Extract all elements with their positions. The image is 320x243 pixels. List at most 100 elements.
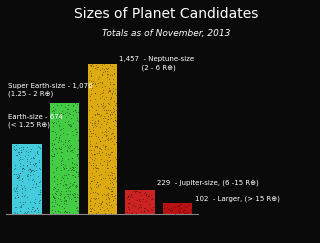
Point xyxy=(102,116,108,120)
Point xyxy=(89,153,94,157)
Point xyxy=(142,209,147,213)
Point xyxy=(103,211,108,215)
Point xyxy=(49,154,54,157)
Point xyxy=(74,195,79,199)
Point xyxy=(131,203,136,207)
Point xyxy=(112,115,117,119)
Point xyxy=(128,192,133,196)
Point xyxy=(108,89,113,93)
Point xyxy=(125,194,130,198)
Point xyxy=(70,148,75,152)
Point xyxy=(65,107,70,111)
Point xyxy=(110,176,115,180)
Point xyxy=(35,144,40,148)
Point xyxy=(28,169,33,173)
Point xyxy=(89,63,94,67)
Point xyxy=(91,190,96,194)
Point xyxy=(89,186,94,190)
Point xyxy=(110,185,115,189)
Point xyxy=(112,109,117,113)
Point xyxy=(73,165,78,169)
Point xyxy=(50,141,55,145)
Point xyxy=(56,125,61,129)
Point xyxy=(37,192,43,196)
Point xyxy=(68,122,73,126)
Point xyxy=(99,95,104,98)
Point xyxy=(88,187,93,191)
Point xyxy=(111,134,116,138)
Point xyxy=(113,196,118,200)
Point xyxy=(53,122,59,125)
Point xyxy=(64,198,69,202)
Point xyxy=(108,116,114,120)
Point xyxy=(61,210,66,214)
Point xyxy=(75,154,80,158)
Point xyxy=(96,82,101,86)
Point xyxy=(172,212,178,216)
Point xyxy=(95,183,100,187)
Point xyxy=(50,120,55,124)
Point xyxy=(87,69,92,73)
Point xyxy=(16,178,21,182)
Point xyxy=(105,185,110,189)
Point xyxy=(88,104,93,108)
Point xyxy=(23,200,28,204)
Point xyxy=(56,146,61,149)
Point xyxy=(105,69,110,73)
Point xyxy=(112,91,117,95)
Point xyxy=(35,210,40,214)
Point xyxy=(14,183,20,187)
Point xyxy=(98,153,103,156)
Point xyxy=(105,162,110,166)
Point xyxy=(104,111,109,115)
Point xyxy=(97,139,102,143)
Point xyxy=(19,167,24,171)
Point xyxy=(87,108,92,112)
Point xyxy=(102,192,107,196)
Point xyxy=(19,166,24,170)
Point xyxy=(17,171,22,175)
Point xyxy=(73,132,78,136)
Point xyxy=(138,193,143,197)
Point xyxy=(88,129,93,133)
Point xyxy=(69,192,75,196)
Point xyxy=(50,211,55,215)
Point xyxy=(57,193,62,197)
Point xyxy=(74,205,79,208)
Point xyxy=(94,151,100,155)
Point xyxy=(69,183,74,187)
Point xyxy=(146,194,151,198)
Point xyxy=(99,202,104,206)
Point xyxy=(90,105,95,109)
Point xyxy=(110,77,116,81)
Point xyxy=(57,148,62,151)
Point xyxy=(113,103,118,107)
Point xyxy=(92,82,98,86)
Point xyxy=(113,166,118,170)
Point xyxy=(110,192,115,196)
Point xyxy=(19,203,24,207)
Point xyxy=(76,152,81,156)
Point xyxy=(60,131,66,135)
Point xyxy=(106,176,111,180)
Point xyxy=(91,178,96,182)
Point xyxy=(181,204,187,208)
Point xyxy=(87,209,92,213)
Point xyxy=(21,167,27,171)
Point xyxy=(52,191,58,194)
Point xyxy=(52,152,57,156)
Point xyxy=(106,77,111,81)
Point xyxy=(91,208,96,212)
Point xyxy=(24,195,29,199)
Point xyxy=(105,193,110,197)
Point xyxy=(111,72,116,76)
Point xyxy=(113,179,118,183)
Point xyxy=(170,208,175,212)
Point xyxy=(56,111,61,115)
Point xyxy=(13,147,19,151)
Point xyxy=(22,154,28,158)
Point xyxy=(21,194,26,198)
Point xyxy=(24,163,29,167)
Point xyxy=(110,93,115,96)
Point xyxy=(64,186,69,190)
